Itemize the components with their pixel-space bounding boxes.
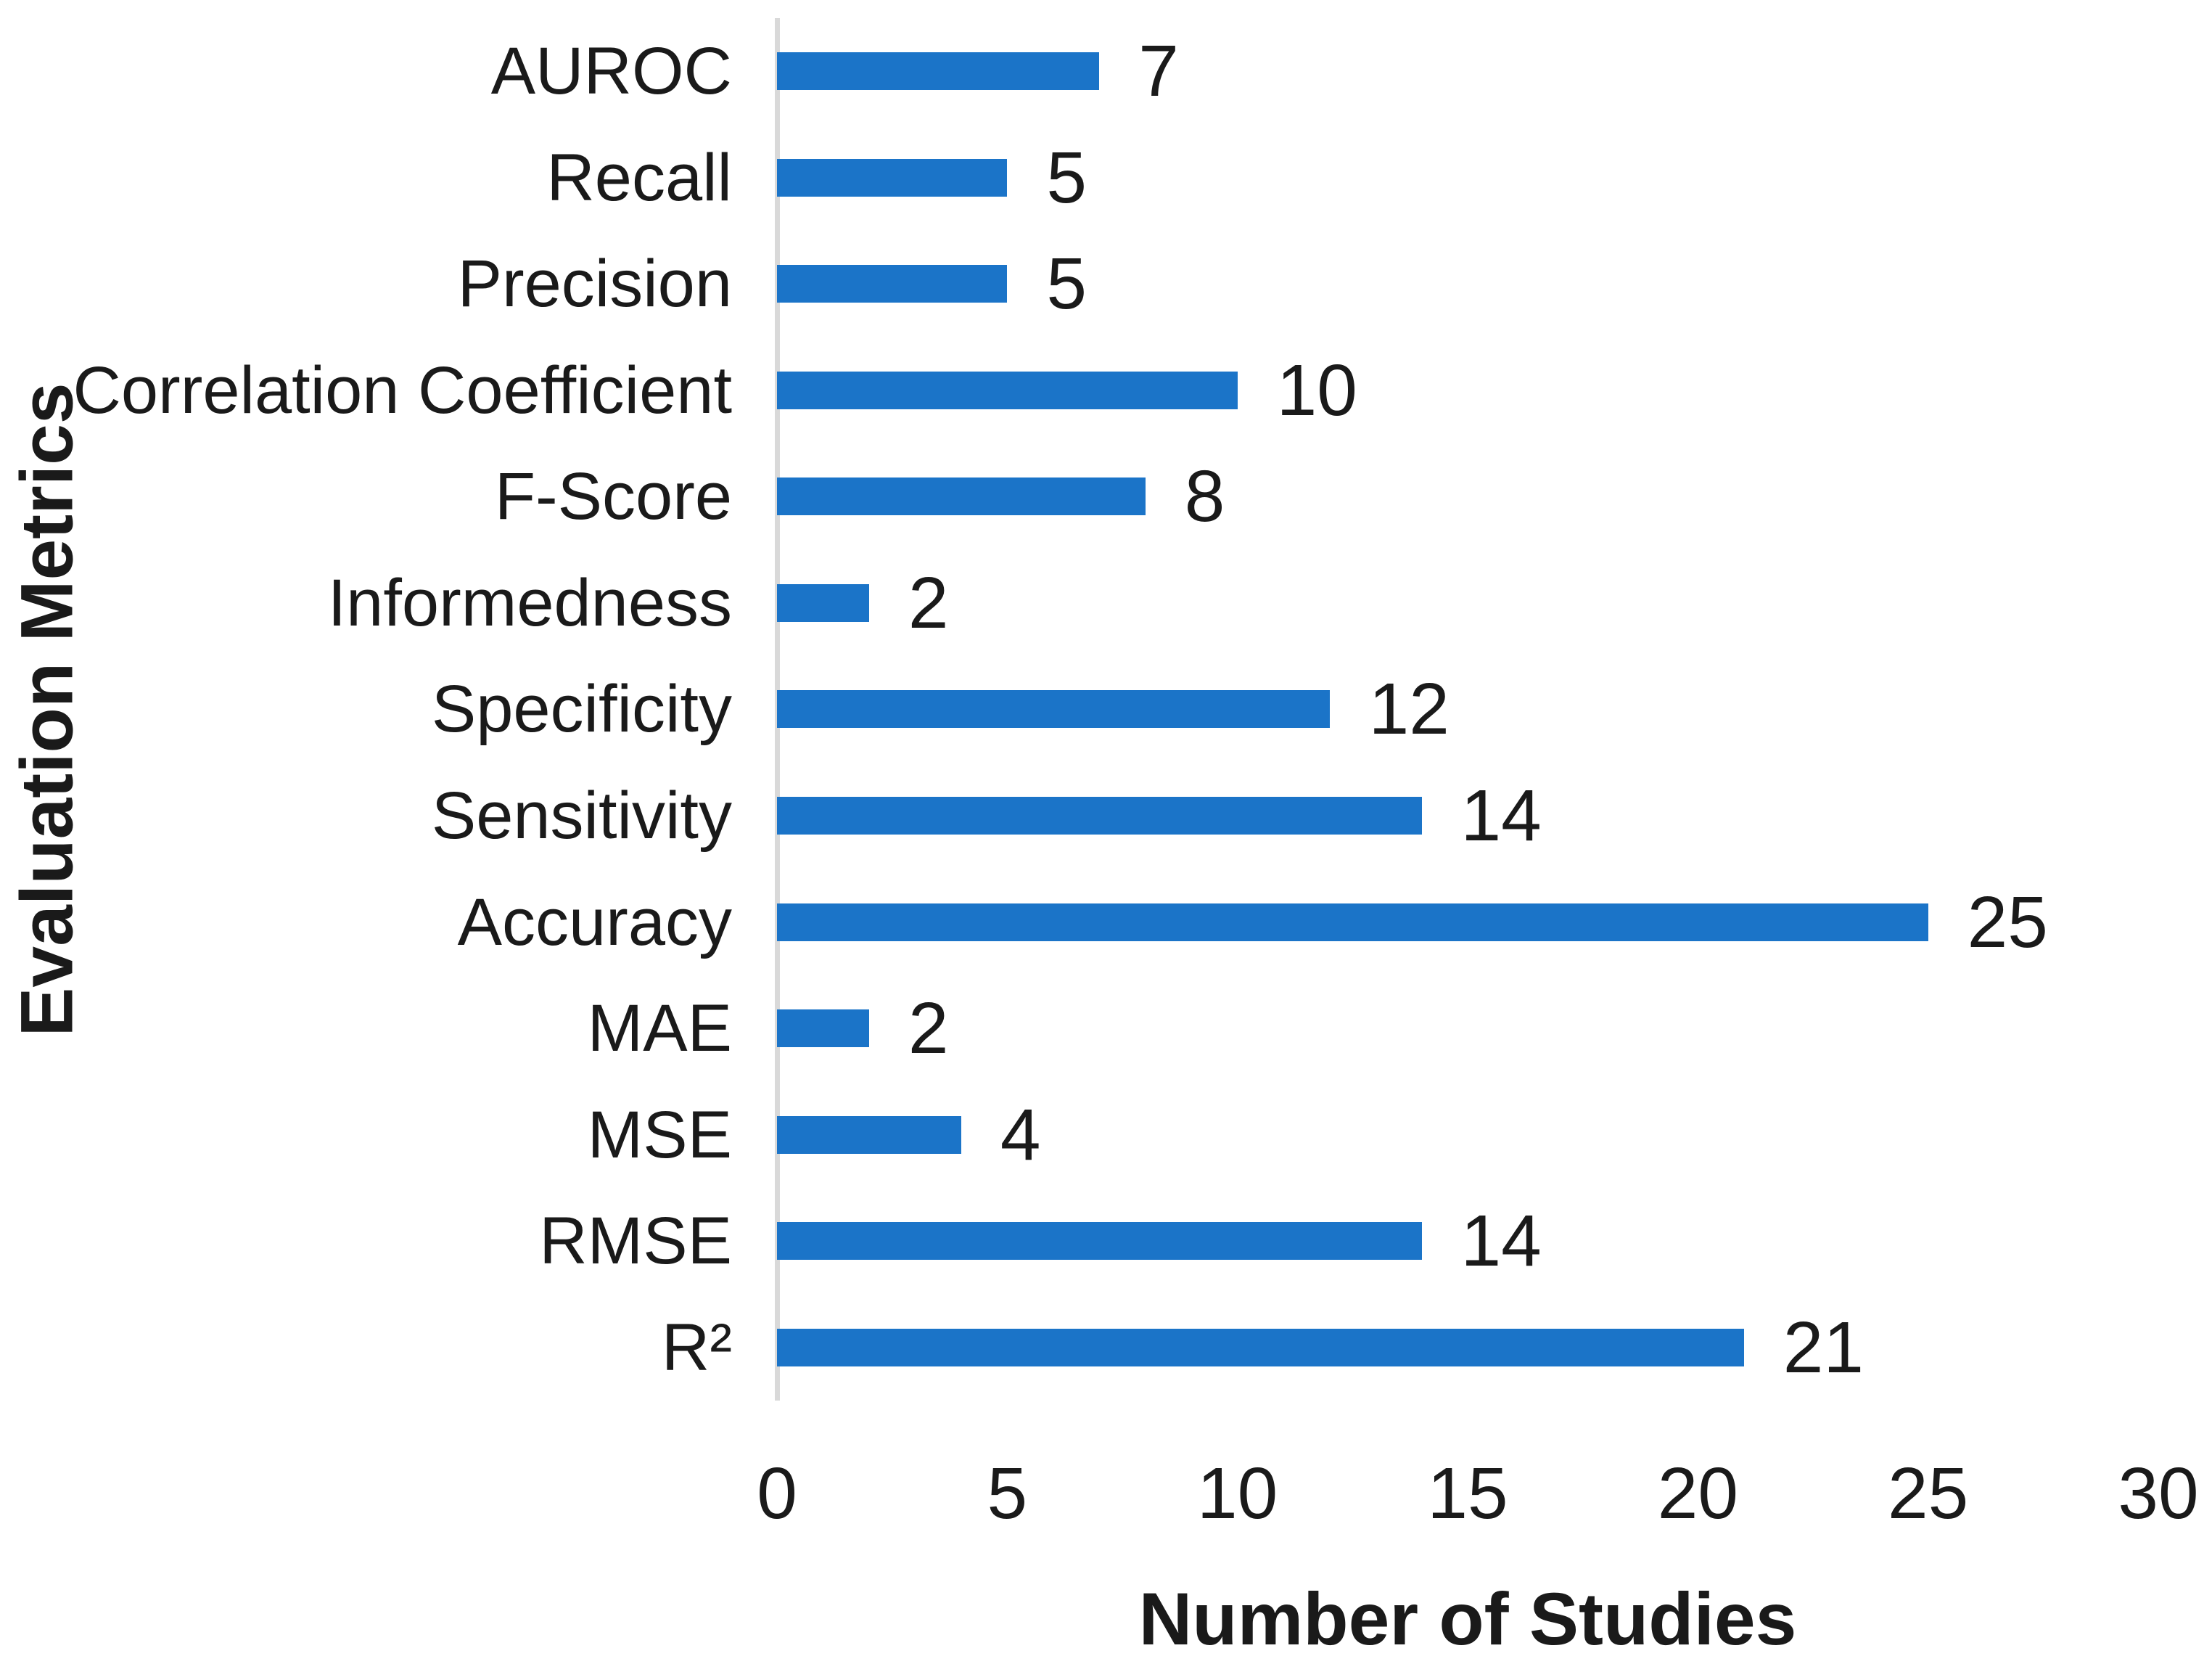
bar-row: Accuracy 25	[0, 869, 2212, 975]
bar-row: MAE 2	[0, 975, 2212, 1082]
bar	[777, 158, 1008, 197]
bar	[777, 371, 1238, 409]
bar-row: Informedness 2	[0, 550, 2212, 657]
x-axis-title: Number of Studies	[1138, 1578, 1797, 1660]
bar-row: Precision 5	[0, 231, 2212, 337]
category-label: F-Score	[494, 459, 732, 534]
value-label: 5	[1046, 243, 1087, 325]
bar	[777, 690, 1330, 729]
value-label: 5	[1046, 136, 1087, 218]
value-label: 14	[1460, 775, 1542, 857]
value-label: 14	[1460, 1200, 1542, 1282]
bar-row: Specificity 12	[0, 656, 2212, 763]
x-tick-label: 10	[1197, 1453, 1278, 1534]
bar	[777, 797, 1422, 835]
x-tick-label: 25	[1888, 1453, 1969, 1534]
value-label: 2	[908, 562, 949, 644]
category-label: Correlation Coefficient	[73, 353, 732, 427]
x-tick-label: 15	[1427, 1453, 1508, 1534]
value-label: 12	[1368, 668, 1450, 750]
category-label: Recall	[546, 140, 732, 215]
x-tick-label: 5	[987, 1453, 1028, 1534]
bar	[777, 1115, 961, 1154]
category-label: Sensitivity	[431, 779, 732, 853]
bar	[777, 583, 869, 622]
bar	[777, 52, 1100, 91]
bar-row: AUROC 7	[0, 18, 2212, 125]
category-label: R²	[661, 1310, 732, 1385]
category-label: Precision	[457, 247, 732, 321]
x-tick-label: 30	[2118, 1453, 2199, 1534]
category-label: RMSE	[539, 1204, 732, 1279]
value-label: 25	[1967, 881, 2048, 963]
x-tick-label: 20	[1657, 1453, 1738, 1534]
bar	[777, 1328, 1744, 1366]
bar-row: Sensitivity 14	[0, 763, 2212, 869]
category-label: MAE	[587, 991, 732, 1066]
value-label: 2	[908, 988, 949, 1070]
category-label: AUROC	[490, 34, 732, 109]
bar-row: Correlation Coefficient 10	[0, 337, 2212, 444]
category-label: Accuracy	[457, 885, 732, 959]
value-label: 7	[1138, 30, 1179, 112]
bar-row: R² 21	[0, 1294, 2212, 1401]
bar-row: F-Score 8	[0, 443, 2212, 550]
bar-row: Recall 5	[0, 125, 2212, 231]
bar-row: RMSE 14	[0, 1188, 2212, 1295]
bar	[777, 1222, 1422, 1261]
bar	[777, 265, 1008, 303]
bar-row: MSE 4	[0, 1081, 2212, 1188]
bar	[777, 1009, 869, 1048]
value-label: 8	[1184, 456, 1225, 538]
value-label: 4	[1000, 1094, 1041, 1176]
bar	[777, 903, 1928, 941]
category-label: MSE	[587, 1097, 732, 1172]
value-label: 10	[1276, 349, 1357, 431]
value-label: 21	[1783, 1306, 1864, 1388]
bar	[777, 478, 1146, 516]
category-label: Specificity	[431, 672, 732, 747]
category-label: Informedness	[327, 565, 732, 640]
x-tick-label: 0	[757, 1453, 797, 1534]
